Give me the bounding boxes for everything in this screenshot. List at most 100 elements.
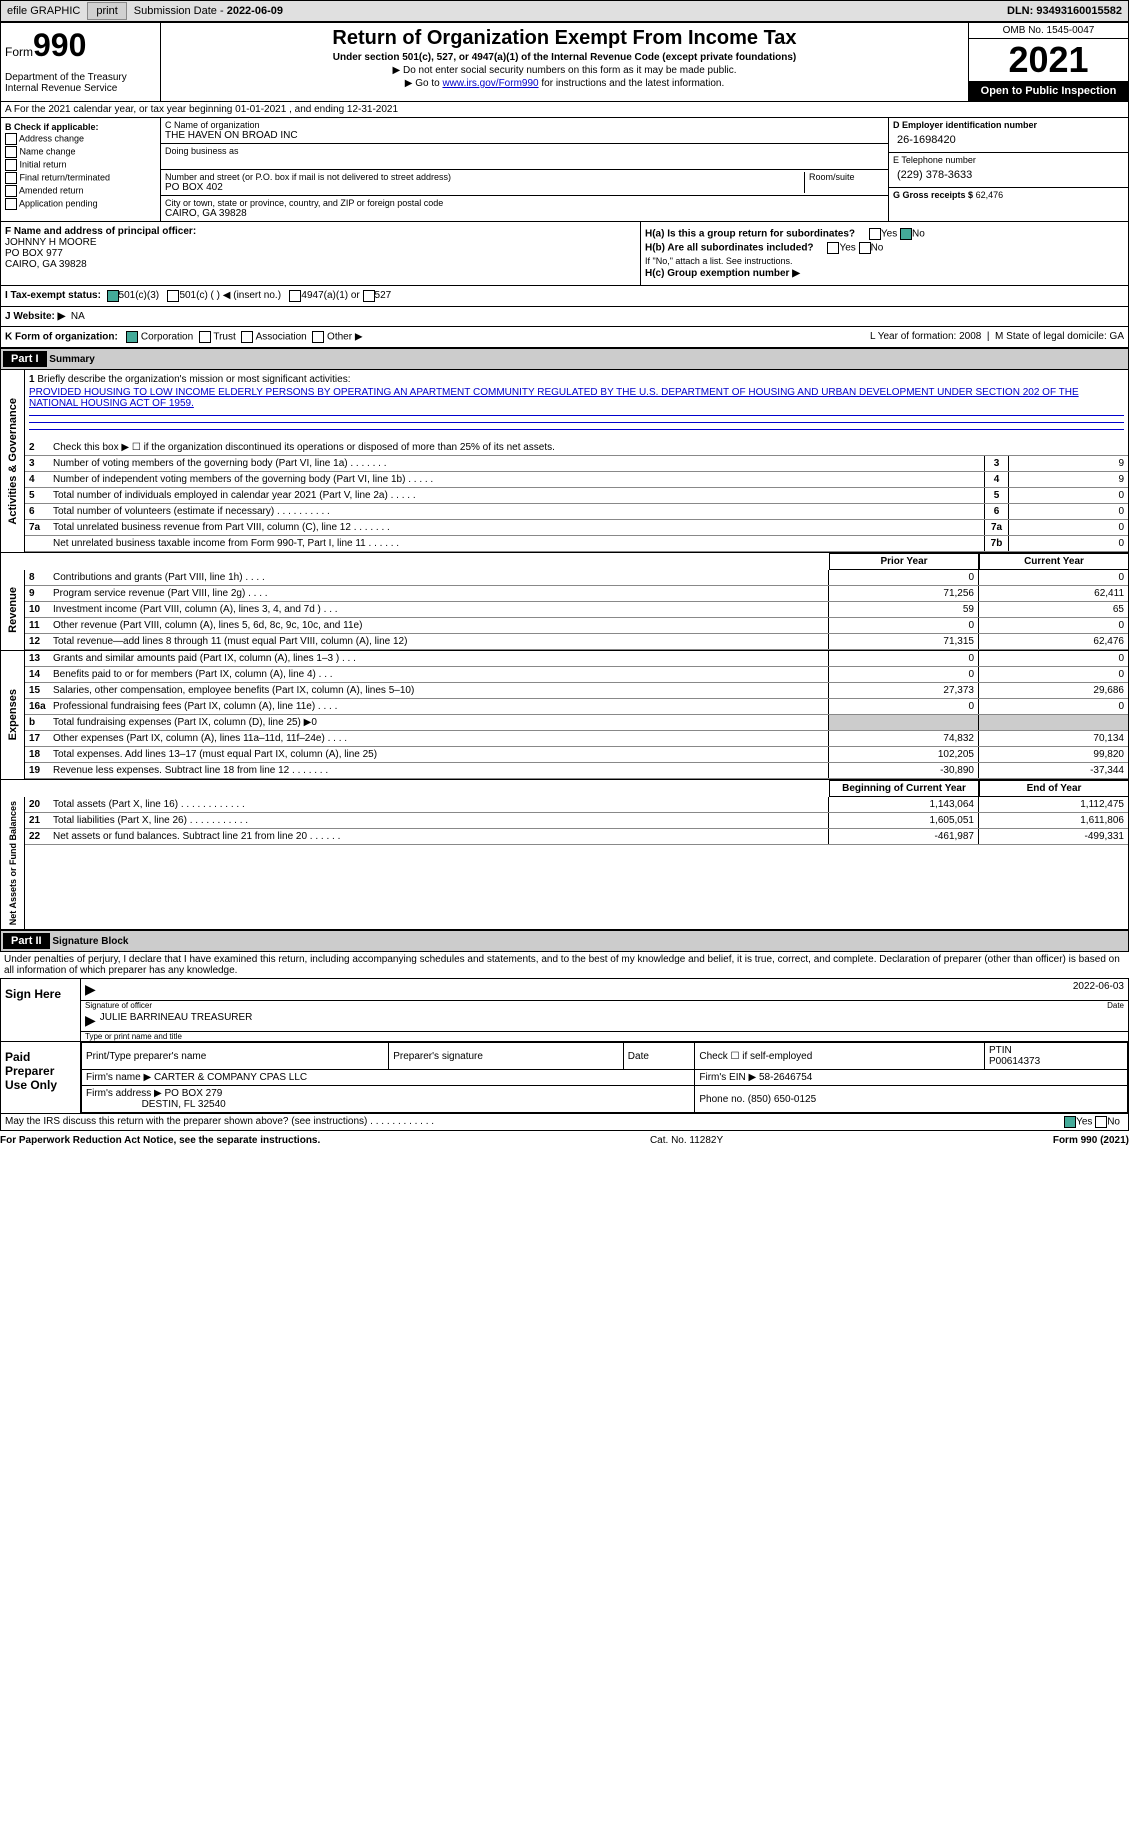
paid-preparer-block: Paid Preparer Use Only Print/Type prepar… xyxy=(0,1042,1129,1114)
dln-label: DLN: 93493160015582 xyxy=(1001,3,1128,19)
summary-line: Net unrelated business taxable income fr… xyxy=(25,536,1128,552)
website-value: NA xyxy=(71,311,85,322)
block-fh: F Name and address of principal officer:… xyxy=(0,222,1129,286)
cb-501c3[interactable] xyxy=(107,290,119,302)
inspection-label: Open to Public Inspection xyxy=(969,81,1128,101)
mission-text: PROVIDED HOUSING TO LOW INCOME ELDERLY P… xyxy=(29,387,1124,409)
cb-corporation[interactable] xyxy=(126,331,138,343)
table-row: 19Revenue less expenses. Subtract line 1… xyxy=(25,763,1128,779)
col-c-org: C Name of organizationTHE HAVEN ON BROAD… xyxy=(161,118,888,221)
perjury-text: Under penalties of perjury, I declare th… xyxy=(0,952,1129,978)
expenses-section: Expenses 13Grants and similar amounts pa… xyxy=(0,651,1129,780)
table-row: 22Net assets or fund balances. Subtract … xyxy=(25,829,1128,845)
form-header: Form990 Department of the Treasury Inter… xyxy=(0,22,1129,102)
line-2: 2Check this box ▶ ☐ if the organization … xyxy=(25,440,1128,456)
table-row: 16aProfessional fundraising fees (Part I… xyxy=(25,699,1128,715)
table-row: 9Program service revenue (Part VIII, lin… xyxy=(25,586,1128,602)
table-row: 12Total revenue—add lines 8 through 11 (… xyxy=(25,634,1128,650)
officer-name: JOHNNY H MOORE xyxy=(5,237,97,248)
phone-value: (229) 378-3633 xyxy=(893,165,1124,185)
firm-ein: 58-2646754 xyxy=(759,1072,812,1083)
table-row: 10Investment income (Part VIII, column (… xyxy=(25,602,1128,618)
cb-address-change[interactable]: Address change xyxy=(5,133,156,145)
form-note2: ▶ Go to www.irs.gov/Form990 for instruct… xyxy=(165,78,964,89)
vert-label-ag: Activities & Governance xyxy=(5,394,21,529)
table-row: 8Contributions and grants (Part VIII, li… xyxy=(25,570,1128,586)
form-id-block: Form990 Department of the Treasury Inter… xyxy=(1,23,161,101)
omb-label: OMB No. 1545-0047 xyxy=(969,23,1128,39)
page-footer: For Paperwork Reduction Act Notice, see … xyxy=(0,1131,1129,1150)
sign-here-label: Sign Here xyxy=(1,979,81,1041)
activities-governance-section: Activities & Governance 1 Briefly descri… xyxy=(0,370,1129,553)
ptin-value: P00614373 xyxy=(989,1056,1040,1067)
discuss-row: May the IRS discuss this return with the… xyxy=(0,1114,1129,1131)
website-row: J Website: ▶ NA xyxy=(0,307,1129,327)
form-title-block: Return of Organization Exempt From Incom… xyxy=(161,23,968,101)
summary-line: 7aTotal unrelated business revenue from … xyxy=(25,520,1128,536)
signer-name: JULIE BARRINEAU TREASURER xyxy=(100,1012,253,1029)
netassets-section: Net Assets or Fund Balances 20Total asse… xyxy=(0,797,1129,930)
submission-label: Submission Date - 2022-06-09 xyxy=(128,3,289,19)
top-toolbar: efile GRAPHIC print Submission Date - 20… xyxy=(0,0,1129,22)
revenue-section: Revenue 8Contributions and grants (Part … xyxy=(0,570,1129,651)
firm-phone: (850) 650-0125 xyxy=(748,1094,816,1105)
mission-block: 1 Briefly describe the organization's mi… xyxy=(25,370,1128,440)
tax-status-row: I Tax-exempt status: 501(c)(3) 501(c) ( … xyxy=(0,286,1129,307)
table-row: 17Other expenses (Part IX, column (A), l… xyxy=(25,731,1128,747)
boy-eoy-header: Beginning of Current Year End of Year xyxy=(0,780,1129,797)
table-row: 15Salaries, other compensation, employee… xyxy=(25,683,1128,699)
org-address: PO BOX 402 xyxy=(165,182,223,193)
col-h-group: H(a) Is this a group return for subordin… xyxy=(641,222,1128,285)
table-row: 21Total liabilities (Part X, line 26) . … xyxy=(25,813,1128,829)
firm-name: CARTER & COMPANY CPAS LLC xyxy=(154,1072,307,1083)
irs-link[interactable]: www.irs.gov/Form990 xyxy=(442,78,538,89)
summary-line: 4Number of independent voting members of… xyxy=(25,472,1128,488)
table-row: 18Total expenses. Add lines 13–17 (must … xyxy=(25,747,1128,763)
sign-date: 2022-06-03 xyxy=(1073,981,1124,998)
summary-line: 5Total number of individuals employed in… xyxy=(25,488,1128,504)
col-f-officer: F Name and address of principal officer:… xyxy=(1,222,641,285)
print-button[interactable]: print xyxy=(87,2,126,20)
form-subtitle: Under section 501(c), 527, or 4947(a)(1)… xyxy=(165,52,964,63)
org-city: CAIRO, GA 39828 xyxy=(165,208,247,219)
part2-header: Part II Signature Block xyxy=(0,930,1129,952)
col-d-ein: D Employer identification number26-16984… xyxy=(888,118,1128,221)
table-row: 20Total assets (Part X, line 16) . . . .… xyxy=(25,797,1128,813)
vert-label-revenue: Revenue xyxy=(5,583,21,637)
form-note1: ▶ Do not enter social security numbers o… xyxy=(165,65,964,76)
col-b-checkboxes: B Check if applicable: Address change Na… xyxy=(1,118,161,221)
sign-here-block: Sign Here ▶2022-06-03 Signature of offic… xyxy=(0,978,1129,1042)
prior-current-header: Prior Year Current Year xyxy=(0,553,1129,570)
preparer-table: Print/Type preparer's namePreparer's sig… xyxy=(81,1042,1128,1113)
part1-header: Part I Summary xyxy=(0,348,1129,370)
cb-amended-return[interactable]: Amended return xyxy=(5,185,156,197)
form-year-block: OMB No. 1545-0047 2021 Open to Public In… xyxy=(968,23,1128,101)
kform-row: K Form of organization: Corporation Trus… xyxy=(0,327,1129,348)
table-row: bTotal fundraising expenses (Part IX, co… xyxy=(25,715,1128,731)
ein-value: 26-1698420 xyxy=(893,130,1124,150)
cb-name-change[interactable]: Name change xyxy=(5,146,156,158)
summary-line: 6Total number of volunteers (estimate if… xyxy=(25,504,1128,520)
row-a: A For the 2021 calendar year, or tax yea… xyxy=(0,102,1129,118)
cb-group-no[interactable] xyxy=(900,228,912,240)
year-formation: L Year of formation: 2008 xyxy=(870,331,981,342)
gross-receipts: 62,476 xyxy=(976,190,1004,200)
block-bcd: B Check if applicable: Address change Na… xyxy=(0,118,1129,222)
cb-app-pending[interactable]: Application pending xyxy=(5,198,156,210)
table-row: 13Grants and similar amounts paid (Part … xyxy=(25,651,1128,667)
table-row: 14Benefits paid to or for members (Part … xyxy=(25,667,1128,683)
cb-final-return[interactable]: Final return/terminated xyxy=(5,172,156,184)
org-name: THE HAVEN ON BROAD INC xyxy=(165,130,298,141)
tax-year: 2021 xyxy=(969,39,1128,81)
table-row: 11Other revenue (Part VIII, column (A), … xyxy=(25,618,1128,634)
form-title: Return of Organization Exempt From Incom… xyxy=(165,27,964,50)
cb-discuss-yes[interactable] xyxy=(1064,1116,1076,1128)
dept-label: Department of the Treasury Internal Reve… xyxy=(5,72,156,94)
vert-label-expenses: Expenses xyxy=(5,685,21,744)
efile-label: efile GRAPHIC xyxy=(1,3,86,19)
state-domicile: M State of legal domicile: GA xyxy=(995,331,1124,342)
paid-preparer-label: Paid Preparer Use Only xyxy=(1,1042,81,1113)
summary-line: 3Number of voting members of the governi… xyxy=(25,456,1128,472)
cb-initial-return[interactable]: Initial return xyxy=(5,159,156,171)
vert-label-netassets: Net Assets or Fund Balances xyxy=(6,797,20,929)
